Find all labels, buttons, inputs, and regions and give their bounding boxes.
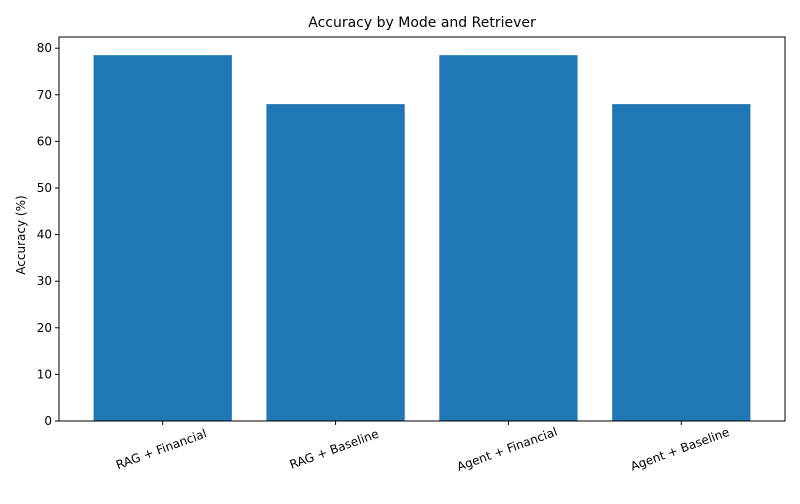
bar-1 bbox=[266, 104, 405, 422]
y-tick-label-4: 40 bbox=[37, 228, 52, 242]
bars-group bbox=[93, 55, 751, 422]
x-tick-label-0: RAG + Financial bbox=[114, 426, 208, 472]
x-tick-label-3: Agent + Baseline bbox=[629, 425, 732, 474]
y-tick-label-6: 60 bbox=[37, 134, 52, 148]
chart-title: Accuracy by Mode and Retriever bbox=[308, 15, 536, 31]
y-tick-label-3: 30 bbox=[37, 274, 52, 288]
y-axis-ticks: 0 10 20 30 40 50 60 70 80 bbox=[37, 41, 59, 428]
y-tick-label-2: 20 bbox=[37, 321, 52, 335]
y-tick-label-7: 70 bbox=[37, 88, 52, 102]
y-tick-label-8: 80 bbox=[37, 41, 52, 55]
y-tick-label-0: 0 bbox=[44, 414, 52, 428]
bar-2 bbox=[439, 55, 578, 422]
x-tick-label-1: RAG + Baseline bbox=[288, 427, 381, 472]
bar-0 bbox=[93, 55, 232, 422]
x-axis-ticks: RAG + Financial RAG + Baseline Agent + Fin… bbox=[114, 421, 731, 474]
plot-frame bbox=[58, 36, 786, 422]
x-tick-label-2: Agent + Financial bbox=[455, 425, 559, 474]
y-tick-label-5: 50 bbox=[37, 181, 52, 195]
y-axis-label: Accuracy (%) bbox=[14, 195, 28, 274]
y-tick-label-1: 10 bbox=[37, 367, 52, 381]
bar-3 bbox=[612, 104, 751, 422]
